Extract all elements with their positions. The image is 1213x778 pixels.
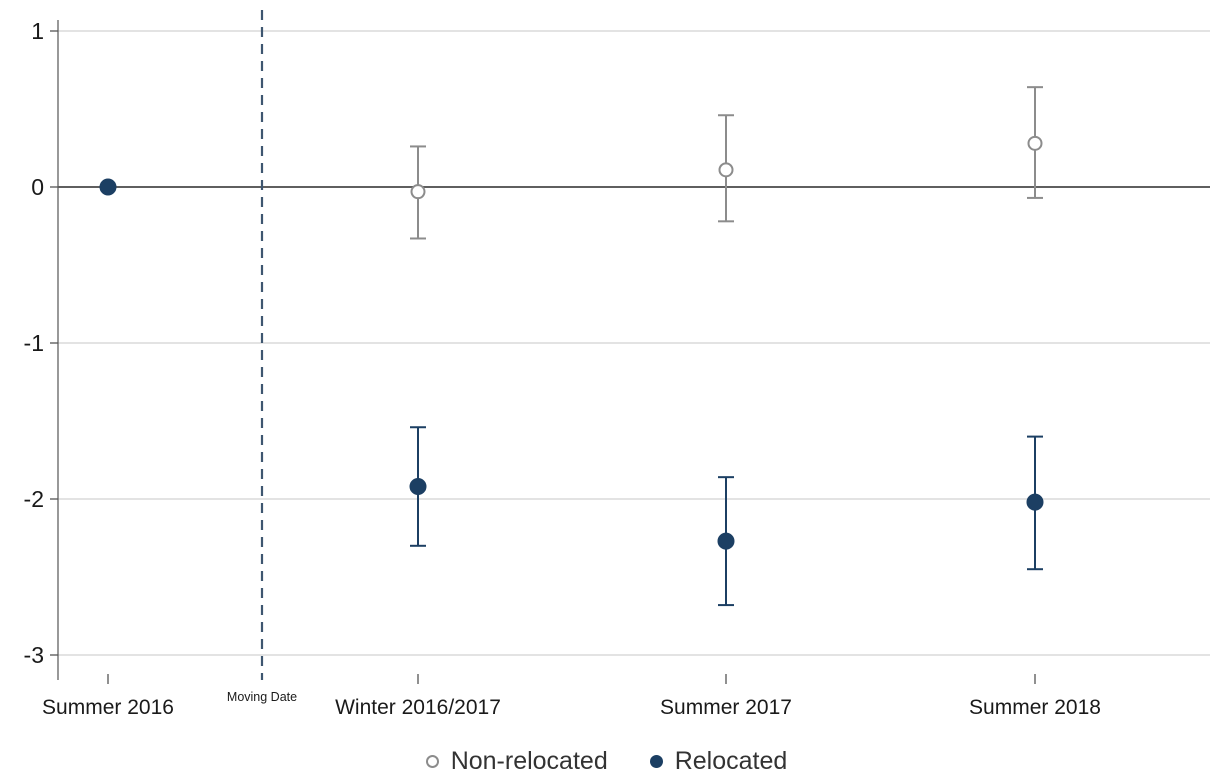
data-point-relocated [99, 178, 117, 196]
y-tick-label: 1 [31, 18, 44, 44]
data-point-non-relocated [1027, 135, 1043, 151]
legend-label-relocated: Relocated [674, 746, 788, 775]
filled-circle-icon [649, 754, 663, 768]
data-point-relocated [1026, 493, 1044, 511]
legend-item-relocated: Relocated [649, 746, 788, 776]
data-point-non-relocated [410, 184, 426, 200]
legend-label-non-relocated: Non-relocated [450, 746, 608, 775]
legend-item-non-relocated: Non-relocated [425, 746, 608, 776]
y-tick-label: -3 [24, 642, 44, 668]
data-point-relocated [717, 532, 735, 550]
x-tick-label: Summer 2016 [42, 696, 174, 719]
y-tick-label: 0 [31, 174, 44, 200]
y-tick-label: -2 [24, 486, 44, 512]
x-tick-label: Winter 2016/2017 [335, 696, 501, 719]
y-tick-label: -1 [24, 330, 44, 356]
open-circle-icon [425, 754, 439, 768]
x-tick-label: Summer 2018 [969, 696, 1101, 719]
moving-date-label: Moving Date [227, 690, 297, 704]
data-point-relocated [409, 478, 427, 496]
x-tick-label: Summer 2017 [660, 696, 792, 719]
legend: Non-relocated Relocated [0, 744, 1213, 778]
data-point-non-relocated [718, 162, 734, 178]
event-study-chart: 1 0 -1 -2 -3 Moving Date Summer 2016 Winter 201… [24, 10, 1210, 719]
